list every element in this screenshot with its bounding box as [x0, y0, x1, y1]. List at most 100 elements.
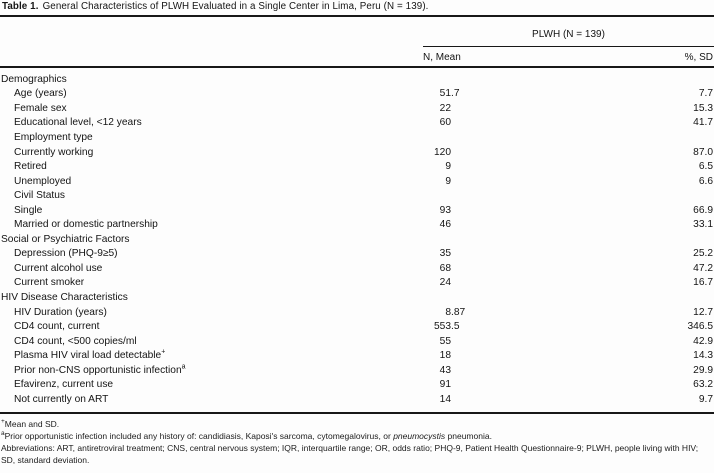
row-value-n-mean: 9	[445, 161, 451, 173]
row-label: Unemployed	[0, 176, 429, 187]
row-label-text: Educational level, <12 years	[14, 117, 142, 129]
row-value-n-mean: 60	[439, 117, 451, 129]
row-label: CD4 count, <500 copies/ml	[0, 336, 429, 347]
row-label-text: Efavirenz, current use	[14, 379, 114, 391]
row-value-n-mean: 35	[439, 248, 451, 260]
row-value-pct-sd: 6.6	[698, 175, 713, 187]
table-row: Age (years) 51.7 7.7	[0, 87, 714, 102]
row-value-pct-sd: 25.2	[693, 248, 713, 260]
row-label-text: Employment type	[14, 131, 93, 143]
row-value-n-mean: 46	[439, 219, 451, 231]
footnote-abbreviations: Abbreviations: ART, antiretroviral treat…	[1, 442, 699, 465]
table-row: Female sex 22 15.3	[0, 101, 714, 116]
row-label-text: Married or domestic partnership	[14, 219, 158, 231]
row-value-n-mean: 553.5	[434, 321, 460, 333]
row-value-pct-sd: 15.3	[693, 102, 713, 114]
row-value-pct-sd: 346.5	[687, 321, 714, 333]
row-value-pct-sd: 14.3	[693, 350, 713, 362]
row-label-text: Single	[14, 204, 43, 216]
table-row: Married or domestic partnership 46 33.1	[0, 217, 714, 232]
row-label-text: Unemployed	[14, 175, 72, 187]
row-value-n-mean: 18	[439, 350, 451, 362]
row-label: Current smoker	[0, 277, 429, 288]
footnote-text: pneumonia.	[445, 430, 492, 441]
footnote-mean-sd: +Mean and SD.	[1, 418, 712, 431]
table-row: Civil Status	[0, 188, 714, 203]
row-label: Retired	[0, 161, 429, 172]
row-label: Current alcohol use	[0, 263, 429, 274]
footnote-italic-term: pneumocystis	[393, 430, 446, 441]
footnote-text: Mean and SD.	[4, 419, 60, 429]
row-label-text: HIV Disease Characteristics	[1, 291, 128, 303]
row-label-text: Depression (PHQ-9≥5)	[14, 248, 118, 260]
row-value-n-mean: 43	[439, 364, 451, 376]
group-spanner-rule	[423, 46, 714, 48]
row-label-text: Prior non-CNS opportunistic infection	[14, 364, 182, 376]
table-row: Single 93 66.9	[0, 203, 714, 218]
table-row: Depression (PHQ-9≥5) 35 25.2	[0, 247, 714, 262]
row-value-pct-sd: 12.7	[693, 306, 713, 318]
row-label-text: CD4 count, current	[14, 321, 100, 333]
table-number: Table 1.	[2, 1, 39, 12]
row-label: Civil Status	[0, 190, 429, 201]
row-value-n-mean: 68	[439, 262, 451, 274]
table-row: Prior non-CNS opportunistic infectiona 4…	[0, 363, 714, 378]
row-value-pct-sd: 87.0	[693, 146, 713, 158]
table-row: HIV Duration (years) 8.87 12.7	[0, 305, 714, 320]
row-label-text: Demographics	[1, 73, 67, 85]
table-body: Demographics Age (years) 51.7 7.7 Female…	[0, 72, 714, 407]
row-value-pct-sd: 7.7	[698, 88, 713, 100]
bottom-rule	[0, 412, 714, 415]
row-value-n-mean: 9	[445, 175, 451, 187]
row-value-n-mean: 51.7	[439, 88, 460, 100]
row-label: Female sex	[0, 103, 429, 114]
row-label: Prior non-CNS opportunistic infectiona	[0, 363, 429, 376]
row-label-text: Not currently on ART	[14, 393, 109, 405]
row-label-text: HIV Duration (years)	[14, 306, 107, 318]
row-label-superscript: a	[181, 363, 186, 371]
table-row: CD4 count, current 553.5 346.5	[0, 319, 714, 334]
row-value-n-mean: 93	[439, 204, 451, 216]
row-value-n-mean: 14	[439, 393, 451, 405]
row-label: HIV Duration (years)	[0, 307, 429, 318]
row-label-text: Civil Status	[14, 190, 65, 202]
row-label-text: Current alcohol use	[14, 262, 103, 274]
row-value-pct-sd: 9.7	[698, 393, 713, 405]
row-label: Efavirenz, current use	[0, 379, 429, 390]
row-label-text: Age (years)	[14, 88, 67, 100]
row-label: HIV Disease Characteristics	[0, 292, 429, 303]
row-label: CD4 count, current	[0, 321, 429, 332]
table-row: Educational level, <12 years 60 41.7	[0, 116, 714, 131]
row-value-n-mean: 55	[439, 335, 451, 347]
row-label-text: Social or Psychiatric Factors	[1, 233, 130, 245]
table-row: Employment type	[0, 130, 714, 145]
row-value-n-mean: 8.87	[445, 306, 466, 318]
row-label-text: Retired	[14, 161, 47, 173]
row-value-n-mean: 120	[434, 146, 451, 158]
top-rule	[0, 15, 714, 17]
row-label: Currently working	[0, 147, 429, 158]
footnote-text: Prior opportunistic infection included a…	[4, 430, 394, 441]
row-value-n-mean: 22	[439, 102, 451, 114]
row-label: Employment type	[0, 132, 429, 143]
row-label: Depression (PHQ-9≥5)	[0, 248, 429, 259]
header-rule	[0, 66, 714, 69]
row-value-pct-sd: 16.7	[693, 277, 713, 289]
table-row: Efavirenz, current use 91 63.2	[0, 377, 714, 392]
column-header-n-mean: N, Mean	[423, 52, 461, 63]
row-value-pct-sd: 42.9	[693, 335, 713, 347]
row-value-n-mean: 91	[439, 379, 451, 391]
row-label: Educational level, <12 years	[0, 117, 429, 128]
row-value-pct-sd: 66.9	[693, 204, 713, 216]
table-row: Unemployed 9 6.6	[0, 174, 714, 189]
row-label-text: Female sex	[14, 102, 67, 114]
table-row: Demographics	[0, 72, 714, 87]
row-label: Demographics	[0, 74, 429, 85]
row-value-pct-sd: 6.5	[698, 161, 713, 173]
row-label: Single	[0, 205, 429, 216]
row-label-superscript: +	[161, 348, 166, 356]
table-row: Social or Psychiatric Factors	[0, 232, 714, 247]
row-label: Plasma HIV viral load detectable+	[0, 348, 429, 361]
table-title: Table 1. General Characteristics of PLWH …	[2, 1, 429, 12]
